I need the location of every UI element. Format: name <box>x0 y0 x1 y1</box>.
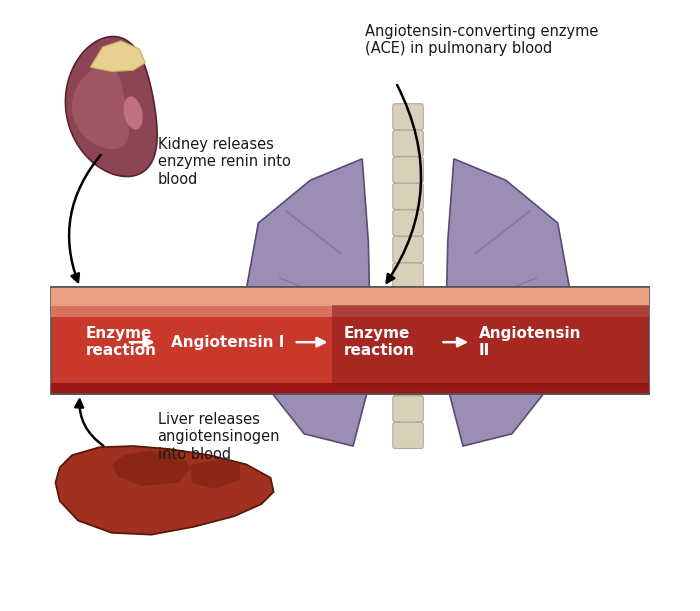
Bar <box>332 306 650 389</box>
FancyBboxPatch shape <box>393 104 424 130</box>
FancyBboxPatch shape <box>393 316 424 342</box>
FancyBboxPatch shape <box>393 396 424 422</box>
Polygon shape <box>191 459 240 489</box>
Polygon shape <box>112 451 191 486</box>
Text: Angiotensin I: Angiotensin I <box>171 335 284 349</box>
Bar <box>50 287 650 394</box>
Text: Angiotensin
II: Angiotensin II <box>479 326 582 359</box>
Text: Enzyme
reaction: Enzyme reaction <box>344 326 415 359</box>
Polygon shape <box>65 37 157 177</box>
FancyBboxPatch shape <box>393 343 424 369</box>
FancyBboxPatch shape <box>393 210 424 236</box>
FancyBboxPatch shape <box>393 183 424 210</box>
Polygon shape <box>90 41 146 71</box>
Polygon shape <box>444 159 570 446</box>
Text: Enzyme
reaction: Enzyme reaction <box>86 326 157 359</box>
Text: Liver releases
angiotensinogen
into blood: Liver releases angiotensinogen into bloo… <box>158 412 280 462</box>
Text: Kidney releases
enzyme renin into
blood: Kidney releases enzyme renin into blood <box>158 137 290 187</box>
Bar <box>50 287 650 307</box>
Polygon shape <box>55 446 274 535</box>
FancyBboxPatch shape <box>393 290 424 316</box>
Ellipse shape <box>123 97 143 130</box>
FancyBboxPatch shape <box>393 422 424 448</box>
FancyBboxPatch shape <box>393 130 424 156</box>
Bar <box>50 384 650 394</box>
Bar <box>50 307 650 317</box>
Polygon shape <box>72 66 129 149</box>
FancyBboxPatch shape <box>393 157 424 183</box>
FancyBboxPatch shape <box>393 236 424 263</box>
FancyBboxPatch shape <box>393 263 424 289</box>
FancyBboxPatch shape <box>393 369 424 395</box>
Polygon shape <box>246 159 372 446</box>
Text: Angiotensin-converting enzyme
(ACE) in pulmonary blood: Angiotensin-converting enzyme (ACE) in p… <box>365 23 598 56</box>
